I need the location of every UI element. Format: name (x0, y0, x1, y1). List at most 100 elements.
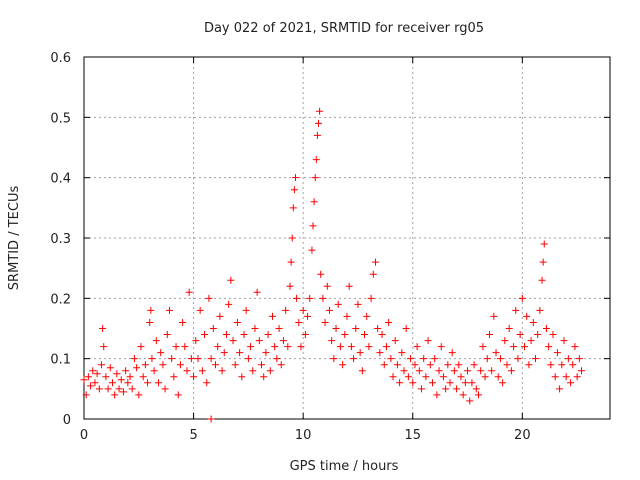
data-point (286, 282, 294, 290)
data-point (119, 388, 127, 396)
data-point (242, 306, 250, 314)
data-point (87, 382, 95, 390)
data-point (288, 234, 296, 242)
data-point (459, 391, 467, 399)
data-point (402, 325, 410, 332)
data-point (396, 379, 404, 387)
data-point (299, 306, 307, 314)
data-point (293, 294, 301, 302)
data-point (325, 306, 333, 314)
data-point (347, 343, 355, 351)
data-point (190, 373, 198, 381)
data-point (185, 288, 193, 296)
data-point (457, 373, 465, 381)
data-point (435, 367, 443, 375)
data-point (422, 373, 430, 381)
data-point (144, 379, 152, 387)
data-point (461, 379, 469, 387)
data-point (205, 294, 213, 302)
data-point (284, 343, 292, 351)
data-point (477, 367, 485, 375)
x-tick-label: 0 (80, 428, 88, 443)
data-point (287, 258, 295, 266)
x-tick-labels: 0 5 10 15 20 (80, 428, 531, 443)
data-point (255, 337, 263, 345)
data-point (573, 373, 581, 381)
data-point (571, 343, 579, 351)
data-point (352, 325, 360, 332)
data-point (398, 349, 406, 357)
data-point (507, 367, 515, 375)
data-point (130, 355, 138, 363)
data-point (466, 397, 474, 405)
data-point (135, 391, 143, 399)
data-point (496, 355, 504, 363)
data-point (147, 306, 155, 314)
data-point (490, 312, 498, 320)
data-point (527, 337, 535, 345)
data-point (518, 294, 526, 302)
data-point (201, 331, 209, 339)
data-point (374, 325, 382, 332)
data-point (439, 373, 447, 381)
data-point (247, 343, 255, 351)
data-point (98, 361, 106, 369)
data-point (174, 391, 182, 399)
data-point (549, 331, 557, 339)
data-point (218, 367, 226, 375)
data-point (407, 355, 415, 363)
y-tick-label: 0.3 (50, 232, 71, 247)
data-point (275, 325, 283, 332)
data-point (209, 325, 217, 332)
data-point (304, 312, 312, 320)
data-point (295, 318, 303, 326)
data-point (271, 343, 279, 351)
data-point (181, 343, 189, 351)
data-point (212, 361, 219, 369)
data-point (133, 364, 141, 372)
data-point (534, 331, 542, 339)
data-point (170, 373, 178, 381)
data-point (455, 361, 463, 369)
data-points (80, 107, 586, 423)
data-point (446, 379, 454, 387)
data-point (266, 367, 274, 375)
data-point (468, 379, 476, 387)
data-point (150, 367, 158, 375)
data-point (233, 318, 241, 326)
data-point (297, 343, 305, 351)
data-point (273, 355, 281, 363)
data-point (82, 391, 90, 399)
data-point (194, 355, 202, 363)
x-axis-label: GPS time / hours (290, 459, 399, 474)
data-point (567, 379, 575, 387)
y-tick-label: 0.4 (50, 172, 71, 187)
data-point (358, 367, 366, 375)
data-point (553, 349, 561, 357)
data-point (521, 343, 529, 351)
data-point (569, 361, 577, 369)
data-point (448, 349, 456, 357)
data-point (91, 379, 99, 387)
y-tick-label: 0.1 (50, 353, 71, 368)
x-tick-label: 5 (189, 428, 197, 443)
data-point (306, 294, 314, 302)
data-point (95, 385, 103, 393)
data-point (104, 385, 112, 393)
data-point (89, 367, 97, 375)
data-point (183, 367, 191, 375)
data-point (100, 343, 108, 351)
data-point (356, 349, 364, 357)
data-point (560, 337, 568, 345)
data-point (316, 107, 324, 115)
data-point (418, 385, 426, 393)
data-point (155, 379, 163, 387)
data-point (264, 331, 272, 339)
y-tick-label: 0.6 (50, 51, 71, 66)
data-point (231, 361, 239, 369)
data-point (433, 391, 441, 399)
data-point (365, 343, 373, 351)
data-point (80, 376, 88, 384)
data-point (472, 385, 480, 393)
y-tick-label: 0.2 (50, 292, 71, 307)
